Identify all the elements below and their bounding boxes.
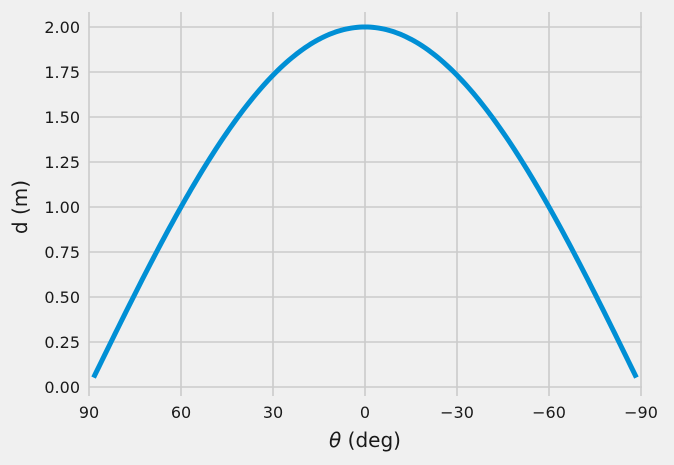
x-axis-label: θ (deg): [329, 428, 401, 452]
y-tick-label: 1.75: [44, 63, 80, 82]
y-tick-label: 0.75: [44, 243, 80, 262]
y-axis-ticks: 0.00 0.25 0.50 0.75 1.00 1.25 1.50 1.75 2.00: [44, 18, 80, 397]
y-tick-label: 0.00: [44, 378, 80, 397]
y-tick-label: 1.00: [44, 198, 80, 217]
y-tick-label: 1.25: [44, 153, 80, 172]
y-axis-label: d (m): [8, 180, 32, 234]
x-axis-unit: (deg): [348, 428, 401, 452]
x-tick-label: −60: [532, 403, 566, 422]
x-tick-label: 0: [360, 403, 370, 422]
x-axis-ticks: 90 60 30 0 −30 −60 −90: [79, 403, 658, 422]
theta-symbol: θ: [329, 428, 341, 452]
x-tick-label: −90: [624, 403, 658, 422]
y-tick-label: 0.50: [44, 288, 80, 307]
x-tick-label: 30: [263, 403, 283, 422]
data-line-d: [91, 24, 639, 379]
y-tick-label: 1.50: [44, 108, 80, 127]
x-tick-label: 90: [79, 403, 99, 422]
x-tick-label: 60: [171, 403, 191, 422]
x-tick-label: −30: [440, 403, 474, 422]
grid-lines: [88, 12, 642, 396]
y-tick-label: 2.00: [44, 18, 80, 37]
y-tick-label: 0.25: [44, 333, 80, 352]
